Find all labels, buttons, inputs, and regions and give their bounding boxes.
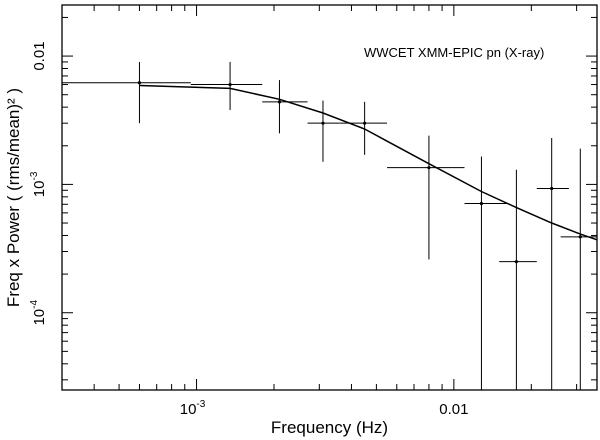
- data-point: [190, 61, 263, 110]
- data-marker: [514, 260, 518, 264]
- y-tick-label: 10-3: [29, 171, 48, 197]
- model-line: [139, 84, 598, 241]
- x-tick-label: 10-3: [180, 399, 206, 418]
- data-point: [387, 135, 465, 260]
- data-point: [307, 100, 340, 162]
- x-tick-label: 0.01: [439, 401, 468, 418]
- data-marker: [363, 121, 367, 125]
- data-marker: [578, 235, 582, 239]
- data-marker: [277, 100, 282, 104]
- data-marker: [550, 186, 554, 191]
- data-marker: [479, 201, 484, 206]
- data-marker: [137, 81, 142, 85]
- data-marker: [321, 121, 325, 125]
- plot-frame: [61, 4, 598, 391]
- data-marker: [228, 82, 232, 87]
- data-point: [62, 61, 191, 124]
- data-point: [536, 137, 569, 390]
- x-axis-title: Frequency (Hz): [271, 418, 388, 437]
- errorbars-layer: [62, 61, 597, 390]
- data-point: [499, 169, 537, 390]
- ticks-layer: 10-3 0.01 0.01 10-3 10-4: [29, 5, 597, 418]
- y-tick-label: 10-4: [29, 300, 48, 326]
- y-tick-label: 0.01: [31, 41, 48, 70]
- y-axis-title: Freq x Power ( (rms/mean)² ): [4, 88, 23, 307]
- data-point: [560, 148, 597, 390]
- data-point: [464, 156, 507, 390]
- data-point: [262, 80, 308, 134]
- model-line-layer: [139, 84, 598, 241]
- data-marker: [427, 166, 431, 170]
- chart-annotation: WWCET XMM-EPIC pn (X-ray): [364, 45, 544, 60]
